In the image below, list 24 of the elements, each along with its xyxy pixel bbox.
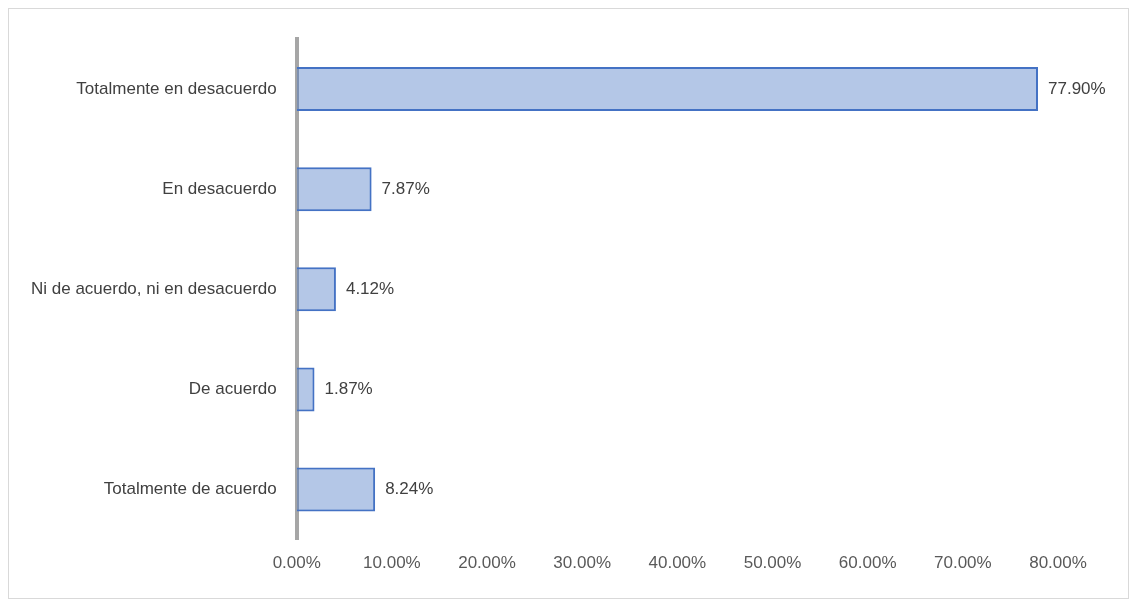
y-tick-label: Ni de acuerdo, ni en desacuerdo (30, 278, 277, 298)
bar (296, 367, 315, 412)
bar (296, 167, 372, 212)
bar (296, 67, 1039, 112)
y-tick-label: De acuerdo (188, 379, 277, 399)
x-tick-label: 20.00% (458, 553, 516, 573)
bar (296, 267, 336, 312)
x-tick-label: 70.00% (934, 553, 992, 573)
x-tick-label: 80.00% (1029, 553, 1087, 573)
data-label: 8.24% (385, 479, 434, 499)
y-tick-label: Totalmente en desacuerdo (76, 78, 277, 98)
data-label: 7.87% (381, 178, 430, 198)
y-tick-label: Totalmente de acuerdo (103, 479, 277, 499)
x-tick-label: 60.00% (838, 553, 897, 573)
bar (296, 467, 376, 512)
data-label: 1.87% (324, 379, 373, 399)
x-tick-label: 50.00% (743, 553, 802, 573)
data-label: 77.90% (1048, 78, 1106, 98)
data-label: 4.12% (345, 278, 395, 298)
x-tick-label: 0.00% (272, 553, 321, 573)
x-tick-label: 10.00% (363, 553, 421, 573)
y-tick-label: En desacuerdo (162, 178, 277, 198)
x-tick-label: 40.00% (648, 553, 707, 573)
x-tick-label: 30.00% (553, 553, 612, 573)
